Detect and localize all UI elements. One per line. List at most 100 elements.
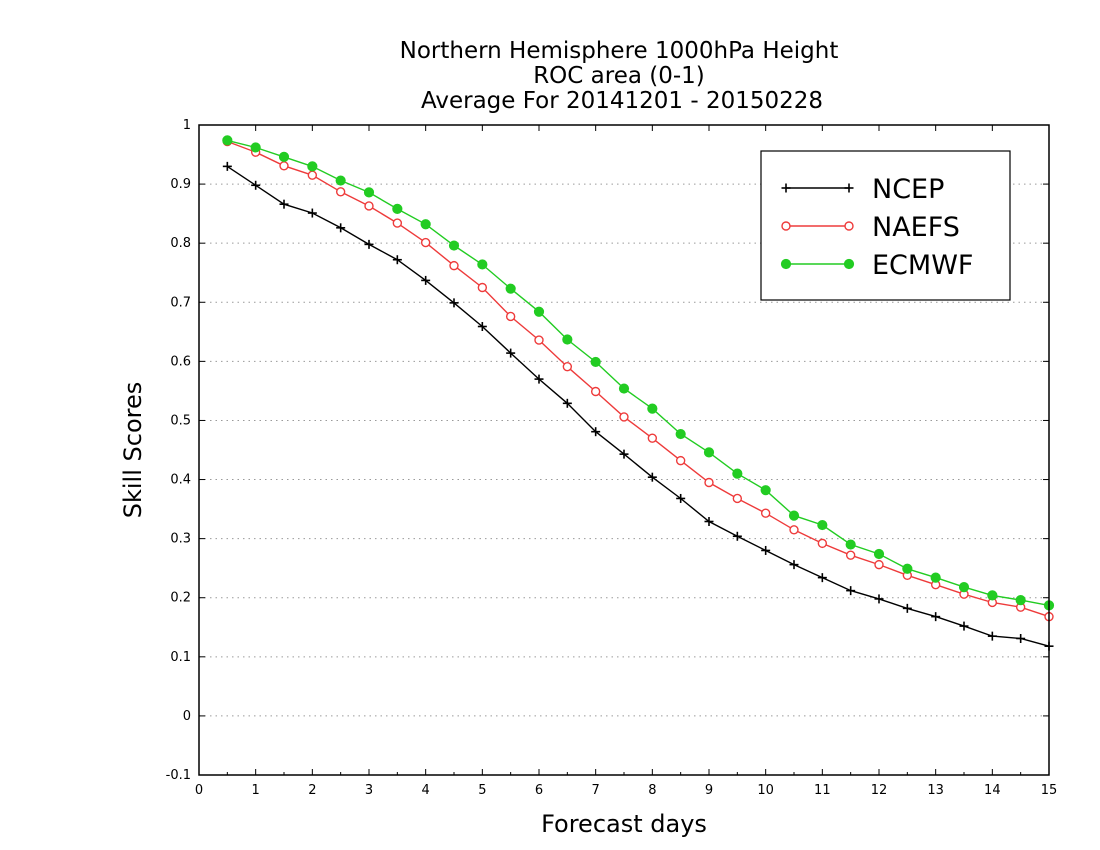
legend-item-naefs: NAEFS bbox=[781, 212, 960, 243]
data-point-ecmwf bbox=[732, 468, 743, 479]
data-point-ecmwf bbox=[562, 334, 573, 345]
data-point-naefs bbox=[364, 201, 374, 211]
data-point-ecmwf bbox=[618, 383, 630, 394]
data-point-naefs bbox=[307, 170, 318, 180]
x-tick-label: 7 bbox=[592, 783, 600, 798]
data-point-ncep bbox=[676, 493, 686, 503]
x-tick-label: 15 bbox=[1041, 783, 1058, 798]
data-point-ecmwf bbox=[647, 403, 658, 414]
data-point-ncep bbox=[817, 573, 827, 583]
data-point-ncep bbox=[506, 348, 516, 358]
data-point-naefs bbox=[760, 508, 771, 518]
data-point-ncep bbox=[307, 208, 317, 218]
data-point-ecmwf bbox=[788, 510, 800, 521]
plot-frame bbox=[198, 124, 1050, 776]
data-point-ecmwf bbox=[873, 548, 885, 560]
data-point-naefs bbox=[449, 260, 459, 271]
axes: -0.100.10.20.30.40.50.60.70.80.910 1 2 3 4 5 6… bbox=[166, 118, 1058, 798]
x-tick-label: 13 bbox=[927, 783, 944, 798]
y-tick-label: 0.6 bbox=[170, 354, 191, 369]
x-tick-label: 3 bbox=[365, 783, 373, 798]
data-point-naefs bbox=[675, 455, 686, 466]
x-tick-label: 2 bbox=[308, 783, 316, 798]
x-tick-label: 12 bbox=[871, 783, 888, 798]
y-axis-label: Skill Scores bbox=[119, 382, 147, 519]
x-tick-label: 9 bbox=[705, 783, 713, 798]
data-point-naefs bbox=[590, 386, 601, 397]
y-tick-label: -0.1 bbox=[166, 768, 191, 783]
series-line-naefs bbox=[227, 140, 1050, 618]
data-point-ncep bbox=[987, 631, 997, 641]
y-tick-label: 0.1 bbox=[170, 650, 191, 665]
y-tick-label: 0.8 bbox=[170, 236, 191, 251]
x-tick-label: 0 bbox=[195, 783, 203, 798]
data-point-ecmwf bbox=[420, 219, 431, 230]
series-ncep bbox=[222, 161, 1054, 651]
x-tick-label: 11 bbox=[814, 783, 831, 798]
data-point-ncep bbox=[1016, 634, 1026, 643]
series-ecmwf bbox=[222, 135, 1055, 611]
data-point-ncep bbox=[477, 322, 487, 331]
data-point-naefs bbox=[732, 493, 743, 504]
x-tick-label: 14 bbox=[984, 783, 1001, 798]
data-point-ecmwf bbox=[222, 135, 233, 146]
y-tick-label: 0.4 bbox=[170, 473, 191, 488]
data-point-ecmwf bbox=[958, 581, 970, 593]
data-point-ecmwf bbox=[590, 356, 601, 368]
data-point-naefs bbox=[704, 477, 714, 488]
data-point-ecmwf bbox=[533, 306, 545, 317]
data-point-ncep bbox=[421, 275, 431, 285]
y-tick-label: 1 bbox=[183, 118, 191, 133]
data-point-ncep bbox=[647, 472, 657, 482]
data-point-ecmwf bbox=[930, 572, 941, 583]
data-point-naefs bbox=[392, 218, 403, 228]
plot-series bbox=[222, 135, 1055, 651]
data-point-naefs bbox=[420, 237, 431, 248]
data-point-ecmwf bbox=[392, 203, 403, 215]
data-point-ncep bbox=[761, 545, 771, 555]
data-point-ecmwf bbox=[902, 563, 913, 574]
data-point-ncep bbox=[251, 180, 261, 190]
x-tick-label: 4 bbox=[422, 783, 430, 798]
data-point-ncep bbox=[789, 560, 799, 570]
data-point-ecmwf bbox=[703, 447, 715, 458]
data-point-naefs bbox=[845, 550, 856, 560]
legend-label-ncep: NCEP bbox=[872, 174, 944, 205]
data-point-ecmwf bbox=[335, 175, 346, 186]
y-tick-label: 0.3 bbox=[170, 532, 191, 547]
data-point-ncep bbox=[931, 612, 941, 622]
legend-label-naefs: NAEFS bbox=[872, 212, 960, 243]
data-point-naefs bbox=[534, 335, 544, 345]
x-tick-label: 8 bbox=[648, 783, 656, 798]
data-point-ncep bbox=[591, 427, 601, 437]
legend-item-ncep: NCEP bbox=[781, 174, 944, 205]
legend: NCEP NAEFS ECMWF bbox=[760, 150, 1011, 301]
data-point-ncep bbox=[619, 449, 629, 459]
y-tick-label: 0.2 bbox=[170, 591, 191, 606]
title-line-2: ROC area (0-1) bbox=[533, 63, 705, 89]
data-point-ecmwf bbox=[760, 485, 771, 496]
data-point-naefs bbox=[789, 525, 799, 535]
data-point-naefs bbox=[817, 538, 828, 549]
data-point-ncep bbox=[449, 298, 459, 308]
data-point-naefs bbox=[505, 311, 516, 322]
data-point-ncep bbox=[874, 594, 884, 604]
data-point-ecmwf bbox=[307, 161, 318, 172]
data-point-ncep bbox=[222, 161, 232, 171]
data-point-ecmwf bbox=[675, 428, 686, 440]
series-line-ncep bbox=[226, 165, 1050, 647]
data-point-ncep bbox=[562, 398, 572, 408]
data-point-ecmwf bbox=[250, 142, 261, 153]
legend-marker-naefs bbox=[781, 221, 791, 231]
legend-marker-ncep bbox=[781, 183, 791, 193]
data-point-ecmwf bbox=[448, 240, 460, 251]
legend-marker-ncep bbox=[844, 183, 854, 193]
data-point-ncep bbox=[364, 239, 374, 249]
data-point-ecmwf bbox=[278, 151, 290, 163]
data-point-ncep bbox=[392, 255, 402, 265]
x-axis-label: Forecast days bbox=[541, 810, 707, 838]
data-point-ncep bbox=[534, 374, 544, 384]
legend-item-ecmwf: ECMWF bbox=[780, 250, 973, 281]
data-point-ecmwf bbox=[363, 187, 375, 198]
data-point-naefs bbox=[619, 412, 629, 422]
